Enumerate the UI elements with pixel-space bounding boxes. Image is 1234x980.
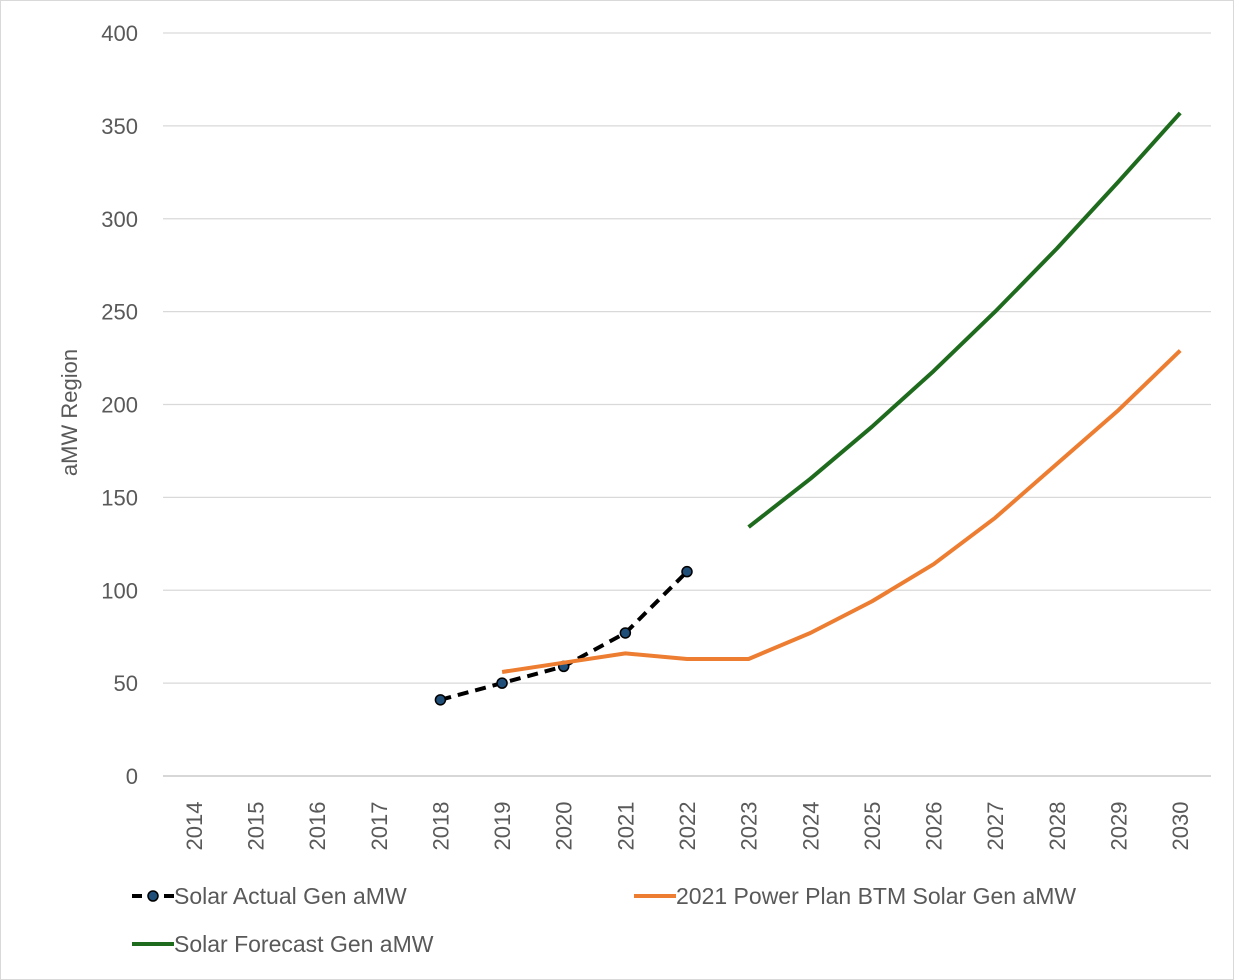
x-tick-label: 2018 [428, 802, 453, 851]
series-line [501, 349, 1182, 674]
x-tick-label: 2022 [675, 802, 700, 851]
legend-item: Solar Forecast Gen aMW [132, 931, 434, 957]
x-tick-label: 2020 [552, 802, 577, 851]
x-tick-label: 2029 [1107, 802, 1132, 851]
y-axis-ticks: 0 50 100 150 200 250 300 350 400 [101, 21, 138, 789]
legend-marker [147, 890, 159, 902]
data-point [496, 677, 508, 689]
x-tick-label: 2025 [860, 802, 885, 851]
series-line [439, 570, 689, 702]
series-line [747, 111, 1182, 529]
y-tick-label: 50 [114, 671, 138, 696]
y-tick-label: 400 [101, 21, 138, 46]
y-tick-label: 350 [101, 114, 138, 139]
y-tick-label: 200 [101, 393, 138, 418]
x-tick-label: 2026 [922, 802, 947, 851]
y-tick-label: 250 [101, 300, 138, 325]
x-tick-label: 2027 [983, 802, 1008, 851]
legend-item: 2021 Power Plan BTM Solar Gen aMW [634, 883, 1076, 909]
x-tick-label: 2030 [1168, 802, 1193, 851]
gridlines [163, 32, 1211, 777]
x-tick-label: 2021 [613, 802, 638, 851]
y-tick-label: 300 [101, 207, 138, 232]
series-3 [747, 111, 1182, 529]
legend-item: Solar Actual Gen aMW [132, 883, 407, 909]
series-1 [434, 565, 693, 706]
data-point [681, 565, 693, 578]
x-tick-label: 2019 [490, 802, 515, 851]
series [434, 111, 1182, 706]
legend-label: 2021 Power Plan BTM Solar Gen aMW [676, 883, 1076, 909]
x-tick-label: 2023 [737, 802, 762, 851]
x-tick-label: 2015 [243, 802, 268, 851]
data-point [619, 627, 632, 639]
x-tick-label: 2028 [1045, 802, 1070, 851]
y-tick-label: 0 [126, 764, 138, 789]
legend-label: Solar Actual Gen aMW [174, 883, 407, 909]
x-tick-label: 2016 [305, 802, 330, 851]
y-tick-label: 100 [101, 578, 138, 603]
y-axis-title: aMW Region [57, 349, 82, 476]
x-tick-label: 2017 [367, 802, 392, 851]
x-axis-ticks: 2014 2015 2016 2017 2018 2019 2020 2021 2022 2023… [182, 802, 1193, 851]
y-tick-label: 150 [101, 485, 138, 510]
legend: Solar Actual Gen aMW 2021 Power Plan BTM … [132, 883, 1076, 957]
x-tick-label: 2014 [182, 802, 207, 851]
series-2 [501, 349, 1182, 674]
legend-label: Solar Forecast Gen aMW [174, 931, 434, 957]
x-tick-label: 2024 [798, 802, 823, 851]
data-point [434, 694, 447, 706]
